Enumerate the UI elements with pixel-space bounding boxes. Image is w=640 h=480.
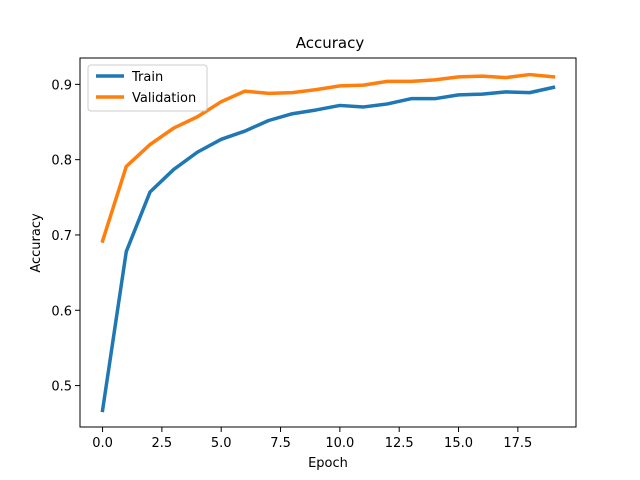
y-tick-label: 0.6 [51,304,72,319]
x-tick-label: 17.5 [503,436,532,451]
series-line-validation [100,72,556,244]
x-tick-label: 15.0 [444,436,473,451]
plot-frame [79,57,577,428]
x-tick-label: 5.0 [211,436,232,451]
x-tick-label: 10.0 [325,436,354,451]
x-tick-label: 2.5 [152,436,173,451]
x-tick-label: 0.0 [92,436,113,451]
series-line-train [100,85,556,413]
y-tick-label: 0.5 [51,380,72,395]
legend-label-validation: Validation [132,91,196,106]
y-tick-label: 0.9 [51,78,72,93]
legend-label-train: Train [131,70,163,85]
chart-title: Accuracy [296,34,365,52]
y-tick-label: 0.8 [51,154,72,169]
x-tick-label: 12.5 [385,436,414,451]
plot-area: 0.0 2.5 5.0 7.5 10.0 12.5 15.0 17.5 0.5 0.6 0.7 0.8… [51,57,577,451]
x-tick-label: 7.5 [270,436,291,451]
x-axis-label: Epoch [308,456,348,471]
y-axis-label: Accuracy [29,213,44,273]
y-tick-label: 0.7 [51,229,72,244]
